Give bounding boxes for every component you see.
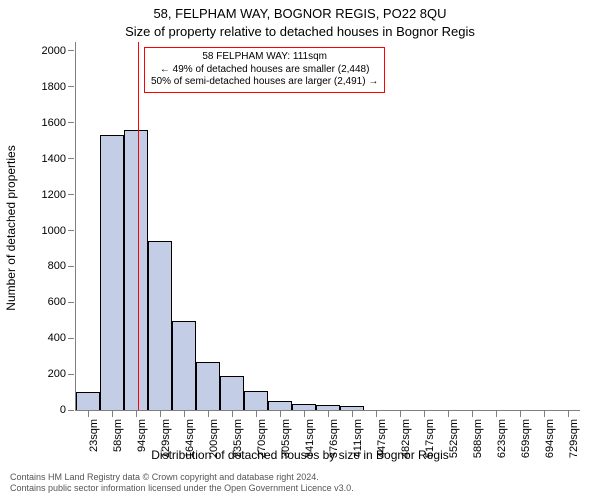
x-tick [544,411,545,417]
annotation-box: 58 FELPHAM WAY: 111sqm← 49% of detached … [144,47,385,93]
y-tick [68,266,74,267]
histogram-bar [124,130,148,410]
histogram-bar [316,405,340,410]
y-tick-label: 200 [48,368,66,380]
chart-title-line1: 58, FELPHAM WAY, BOGNOR REGIS, PO22 8QU [0,6,600,21]
y-tick-label: 1000 [42,225,66,237]
chart-container: { "chart": { "type": "histogram", "title… [0,0,600,500]
x-tick [328,411,329,417]
x-tick [304,411,305,417]
x-tick [472,411,473,417]
y-tick [68,158,74,159]
y-tick [68,230,74,231]
y-tick-label: 800 [48,260,66,272]
histogram-bar [220,376,244,410]
histogram-bar [172,321,196,410]
reference-line [138,42,139,410]
y-tick-label: 0 [60,404,66,416]
annotation-line: 50% of semi-detached houses are larger (… [151,76,378,89]
annotation-line: ← 49% of detached houses are smaller (2,… [151,64,378,77]
histogram-bar [292,404,316,410]
chart-subtitle: Size of property relative to detached ho… [0,24,600,39]
histogram-bar [76,392,100,410]
y-tick [68,50,74,51]
footer-line1: Contains HM Land Registry data © Crown c… [10,472,354,483]
x-tick [568,411,569,417]
x-axis-label: Distribution of detached houses by size … [0,448,600,462]
y-tick [68,302,74,303]
annotation-line: 58 FELPHAM WAY: 111sqm [151,51,378,64]
histogram-bar [268,401,292,410]
x-tick [448,411,449,417]
y-axis-label: Number of detached properties [4,18,20,438]
x-tick [88,411,89,417]
histogram-bar [148,241,172,410]
footer-line2: Contains public sector information licen… [10,483,354,494]
x-tick [208,411,209,417]
y-tick-label: 1200 [42,189,66,201]
x-tick [352,411,353,417]
x-tick [376,411,377,417]
histogram-bar [196,362,220,410]
y-tick-label: 600 [48,296,66,308]
y-tick [68,194,74,195]
x-tick [496,411,497,417]
y-tick [68,86,74,87]
x-tick [136,411,137,417]
histogram-bar [340,406,364,410]
y-tick-label: 1600 [42,117,66,129]
x-tick [520,411,521,417]
y-tick [68,338,74,339]
y-tick [68,122,74,123]
y-tick-label: 1400 [42,153,66,165]
y-tick [68,374,74,375]
x-tick [184,411,185,417]
x-tick [256,411,257,417]
y-tick-label: 400 [48,332,66,344]
plot-area: 020040060080010001200140016001800200023s… [75,42,580,411]
y-tick [68,410,74,411]
x-tick [280,411,281,417]
histogram-bar [100,135,124,410]
y-tick-label: 1800 [42,81,66,93]
footer-attribution: Contains HM Land Registry data © Crown c… [10,472,354,494]
x-tick [424,411,425,417]
x-tick [112,411,113,417]
x-tick [400,411,401,417]
histogram-bar [244,391,268,410]
y-tick-label: 2000 [42,45,66,57]
x-tick [232,411,233,417]
x-tick [160,411,161,417]
